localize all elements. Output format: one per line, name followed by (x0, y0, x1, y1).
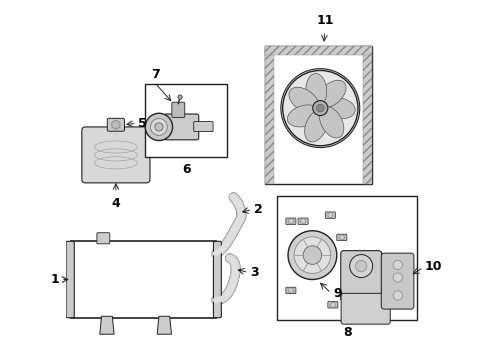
FancyBboxPatch shape (194, 122, 213, 132)
Text: 1: 1 (51, 273, 60, 286)
Circle shape (350, 255, 373, 278)
FancyBboxPatch shape (341, 251, 382, 301)
FancyBboxPatch shape (66, 241, 74, 318)
Text: 11: 11 (317, 14, 335, 27)
Ellipse shape (319, 107, 344, 138)
Ellipse shape (289, 87, 319, 113)
Polygon shape (100, 316, 114, 334)
Circle shape (339, 235, 344, 240)
Circle shape (155, 123, 163, 131)
FancyBboxPatch shape (341, 293, 390, 324)
FancyBboxPatch shape (328, 302, 338, 308)
Bar (146, 84, 227, 157)
Ellipse shape (288, 105, 320, 127)
Bar (277, 196, 417, 320)
Bar (71, 241, 216, 318)
FancyBboxPatch shape (325, 212, 335, 219)
FancyBboxPatch shape (286, 218, 296, 225)
Ellipse shape (321, 98, 355, 119)
FancyBboxPatch shape (214, 241, 221, 318)
FancyBboxPatch shape (107, 118, 124, 131)
Circle shape (294, 237, 331, 273)
FancyBboxPatch shape (337, 234, 347, 240)
FancyBboxPatch shape (82, 127, 150, 183)
Ellipse shape (306, 73, 327, 108)
Circle shape (355, 260, 367, 272)
Bar (74, 244, 213, 315)
FancyBboxPatch shape (381, 253, 414, 309)
FancyBboxPatch shape (298, 218, 308, 225)
Circle shape (313, 100, 328, 116)
Text: 5: 5 (138, 117, 147, 130)
Text: 10: 10 (425, 260, 442, 273)
Ellipse shape (305, 109, 328, 142)
Text: 7: 7 (151, 68, 160, 81)
Text: 8: 8 (343, 326, 351, 339)
FancyBboxPatch shape (97, 233, 110, 244)
Text: 4: 4 (112, 197, 120, 210)
Circle shape (330, 302, 335, 307)
Text: 3: 3 (250, 266, 259, 279)
Circle shape (289, 219, 294, 224)
Circle shape (328, 213, 333, 218)
Bar (265, 45, 372, 55)
FancyBboxPatch shape (172, 102, 185, 118)
Polygon shape (157, 316, 171, 334)
Circle shape (150, 118, 168, 135)
FancyBboxPatch shape (286, 287, 296, 294)
Text: 2: 2 (254, 203, 262, 216)
Circle shape (146, 113, 172, 140)
Circle shape (281, 69, 360, 148)
Bar (265, 45, 274, 184)
Circle shape (300, 219, 306, 224)
Circle shape (393, 291, 402, 300)
Text: 9: 9 (333, 287, 342, 300)
Bar (363, 45, 372, 184)
Circle shape (317, 104, 324, 112)
Bar (265, 45, 372, 184)
Circle shape (393, 260, 402, 270)
FancyBboxPatch shape (164, 114, 199, 140)
Circle shape (289, 288, 294, 293)
Text: 6: 6 (182, 163, 191, 176)
Circle shape (393, 273, 402, 282)
Circle shape (303, 246, 322, 264)
Circle shape (288, 231, 337, 279)
Ellipse shape (317, 80, 346, 108)
Circle shape (178, 95, 182, 99)
